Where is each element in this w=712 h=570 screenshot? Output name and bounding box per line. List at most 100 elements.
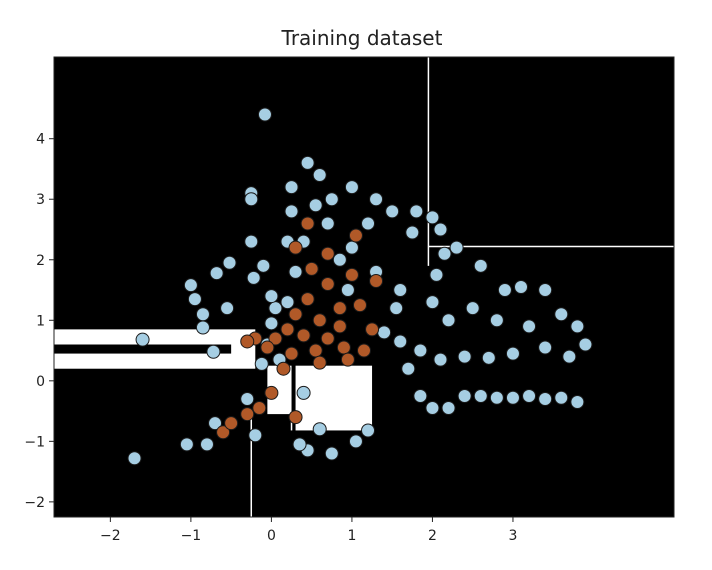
- data-point-light-blue: [413, 388, 428, 403]
- data-point-light-blue: [292, 437, 307, 452]
- data-point-brown: [320, 331, 335, 346]
- data-point-light-blue: [441, 313, 456, 328]
- data-point-light-blue: [254, 356, 269, 371]
- y-tick-label: 4: [36, 132, 45, 148]
- data-point-light-blue: [183, 278, 198, 293]
- data-point-light-blue: [409, 204, 424, 219]
- data-point-light-blue: [405, 225, 420, 240]
- x-tick-label: −1: [181, 528, 202, 544]
- data-point-brown: [320, 276, 335, 291]
- data-point-light-blue: [268, 301, 283, 316]
- data-point-brown: [252, 401, 267, 416]
- data-point-light-blue: [244, 234, 259, 249]
- data-point-brown: [340, 352, 355, 367]
- data-point-light-blue: [505, 390, 520, 405]
- data-point-brown: [276, 361, 291, 376]
- data-point-brown: [284, 346, 299, 361]
- data-point-light-blue: [570, 319, 585, 334]
- decision-region-inner: [54, 344, 232, 354]
- data-point-light-blue: [344, 180, 359, 195]
- data-point-brown: [224, 416, 239, 431]
- y-tick-label: 2: [36, 253, 45, 269]
- data-point-light-blue: [473, 388, 488, 403]
- data-point-light-blue: [361, 216, 376, 231]
- data-point-light-blue: [522, 319, 537, 334]
- data-point-light-blue: [324, 446, 339, 461]
- data-point-brown: [365, 322, 380, 337]
- data-point-light-blue: [187, 292, 202, 307]
- y-tick-label: −1: [24, 434, 45, 450]
- data-point-light-blue: [264, 316, 279, 331]
- data-point-light-blue: [320, 216, 335, 231]
- data-point-brown: [240, 407, 255, 422]
- y-tick-label: 1: [36, 313, 45, 329]
- data-point-brown: [344, 267, 359, 282]
- x-tick-label: 2: [428, 528, 437, 544]
- data-point-light-blue: [208, 416, 223, 431]
- data-point-light-blue: [280, 295, 295, 310]
- data-point-light-blue: [497, 283, 512, 298]
- data-point-light-blue: [562, 349, 577, 364]
- chart-title: Training dataset: [281, 26, 443, 50]
- data-point-light-blue: [312, 422, 327, 437]
- data-point-brown: [336, 340, 351, 355]
- data-point-light-blue: [340, 283, 355, 298]
- data-point-light-blue: [256, 258, 271, 273]
- data-point-light-blue: [401, 361, 416, 376]
- data-point-brown: [296, 328, 311, 343]
- data-point-light-blue: [220, 301, 235, 316]
- data-point-brown: [300, 216, 315, 231]
- data-point-light-blue: [465, 301, 480, 316]
- data-point-light-blue: [257, 107, 272, 122]
- data-point-light-blue: [522, 388, 537, 403]
- data-point-light-blue: [554, 390, 569, 405]
- data-point-light-blue: [425, 295, 440, 310]
- data-point-brown: [240, 334, 255, 349]
- data-point-light-blue: [296, 385, 311, 400]
- data-point-brown: [312, 355, 327, 370]
- data-point-light-blue: [199, 437, 214, 452]
- data-point-brown: [332, 301, 347, 316]
- x-tick-label: −2: [100, 528, 121, 544]
- data-point-light-blue: [195, 307, 210, 322]
- data-point-light-blue: [413, 343, 428, 358]
- data-point-brown: [304, 261, 319, 276]
- data-point-light-blue: [312, 168, 327, 183]
- data-point-light-blue: [393, 283, 408, 298]
- data-point-light-blue: [240, 391, 255, 406]
- data-point-light-blue: [344, 240, 359, 255]
- data-point-light-blue: [433, 352, 448, 367]
- data-point-brown: [300, 292, 315, 307]
- data-point-light-blue: [425, 210, 440, 225]
- data-point-light-blue: [179, 437, 194, 452]
- data-point-light-blue: [248, 428, 263, 443]
- data-point-light-blue: [222, 255, 237, 270]
- data-point-light-blue: [538, 283, 553, 298]
- data-point-light-blue: [457, 349, 472, 364]
- data-point-light-blue: [284, 180, 299, 195]
- data-points: [127, 107, 593, 466]
- data-point-light-blue: [489, 390, 504, 405]
- data-point-light-blue: [514, 280, 529, 294]
- y-tick-label: −2: [24, 495, 45, 511]
- data-point-light-blue: [209, 266, 224, 281]
- data-point-light-blue: [578, 337, 593, 352]
- x-tick-label: 0: [267, 528, 276, 544]
- data-point-light-blue: [284, 204, 299, 219]
- data-point-light-blue: [308, 198, 323, 213]
- data-point-light-blue: [385, 204, 400, 219]
- data-point-light-blue: [127, 451, 142, 466]
- data-point-light-blue: [244, 192, 259, 207]
- data-point-brown: [369, 273, 384, 288]
- data-point-light-blue: [433, 222, 448, 237]
- data-point-light-blue: [538, 340, 553, 355]
- data-point-brown: [288, 240, 303, 255]
- data-point-brown: [288, 410, 303, 425]
- x-tick-label: 1: [347, 528, 356, 544]
- data-point-light-blue: [389, 301, 404, 316]
- data-point-light-blue: [369, 192, 384, 207]
- data-point-brown: [216, 425, 231, 440]
- data-point-light-blue: [505, 346, 520, 361]
- data-point-brown: [268, 331, 283, 346]
